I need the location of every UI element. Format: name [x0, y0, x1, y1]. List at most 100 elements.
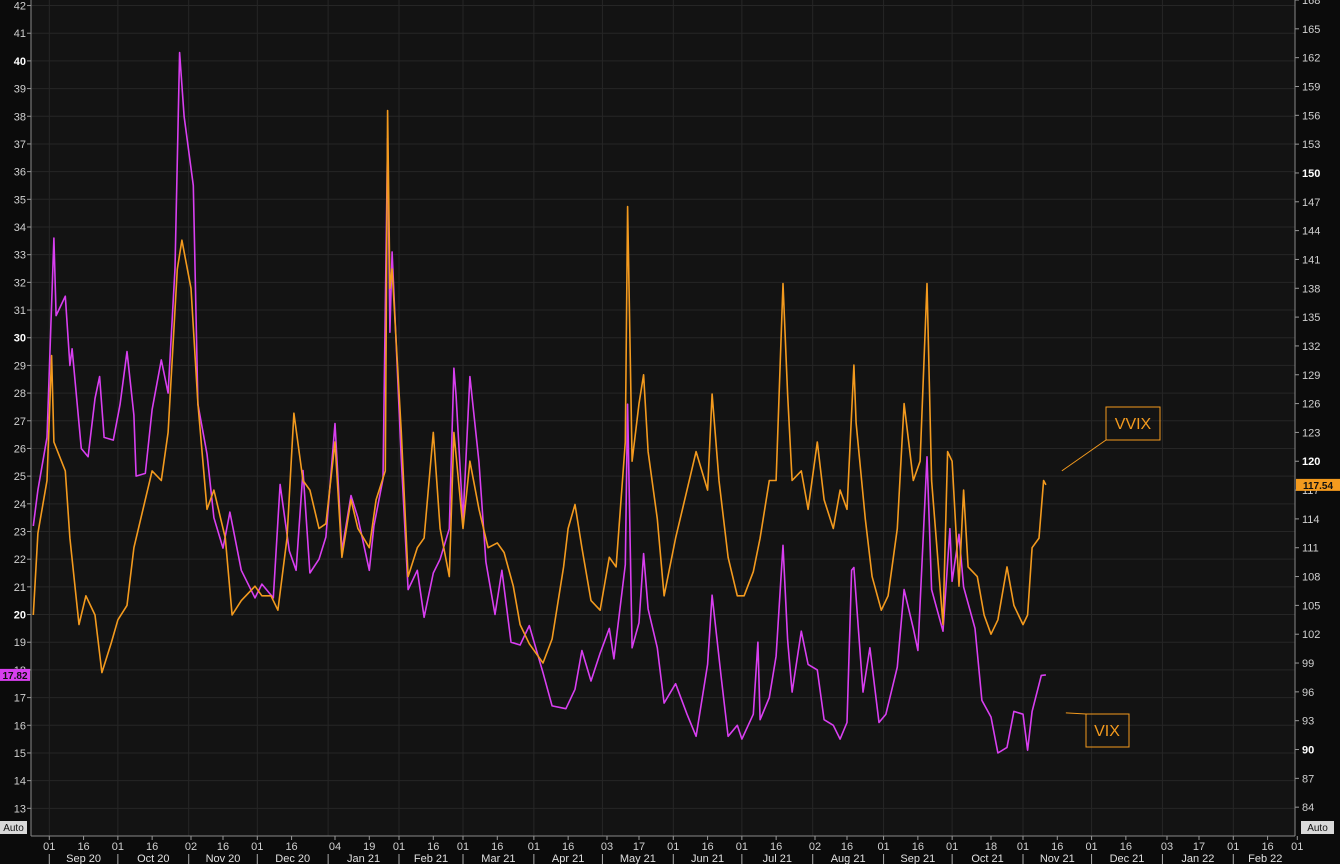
left-tick-label: 41 [14, 28, 26, 40]
right-tick-label: 150 [1302, 168, 1320, 180]
right-tick-label: 159 [1302, 81, 1320, 93]
x-tick-label: 02 [809, 841, 821, 853]
left-tick-label: 27 [14, 416, 26, 428]
month-label: Feb 21 [414, 853, 448, 864]
series-line-vix [32, 51, 1046, 754]
x-tick-label: 16 [1051, 841, 1063, 853]
right-tick-label: 114 [1302, 514, 1320, 526]
month-label: Dec 21 [1110, 853, 1145, 864]
x-tick-label: 16 [912, 841, 924, 853]
left-tick-label: 17 [14, 693, 26, 705]
left-tick-label: 39 [14, 84, 26, 96]
month-label: Feb 22 [1248, 853, 1282, 864]
right-tick-label: 93 [1302, 716, 1314, 728]
x-tick-label: 17 [1193, 841, 1205, 853]
left-tick-label: 32 [14, 277, 26, 289]
x-tick-label: 16 [562, 841, 574, 853]
x-tick-label: 16 [1120, 841, 1132, 853]
x-tick-label: 17 [633, 841, 645, 853]
right-tick-label: 126 [1302, 399, 1320, 411]
right-tick-label: 123 [1302, 427, 1320, 439]
x-tick-label: 01 [946, 841, 958, 853]
left-tick-label: 38 [14, 111, 26, 123]
month-label: Apr 21 [552, 853, 584, 864]
x-tick-label: 16 [701, 841, 713, 853]
right-tick-label: 165 [1302, 24, 1320, 36]
vix-callout-box [1085, 713, 1130, 748]
left-tick-label: 31 [14, 305, 26, 317]
right-tick-label: 168 [1302, 0, 1320, 7]
left-tick-label: 25 [14, 471, 26, 483]
x-tick-label: 16 [427, 841, 439, 853]
left-tick-label: 26 [14, 443, 26, 455]
right-tick-label: 87 [1302, 773, 1314, 785]
right-axis: 8487909396991021051081111141171201231261… [1294, 0, 1320, 836]
right-tick-label: 120 [1302, 456, 1320, 468]
x-tick-label: 01 [251, 841, 263, 853]
x-tick-label: 01 [528, 841, 540, 853]
month-label: Oct 21 [971, 853, 1003, 864]
x-tick-label: 01 [1017, 841, 1029, 853]
left-tick-label: 21 [14, 582, 26, 594]
vvix-callout-label: VVIX [1115, 416, 1152, 433]
grid-lines [31, 0, 1295, 836]
left-tick-label: 30 [14, 333, 26, 345]
right-tick-label: 162 [1302, 53, 1320, 65]
left-tick-label: 22 [14, 554, 26, 566]
x-tick-label: 18 [985, 841, 997, 853]
auto-scale-right-label: Auto [1307, 823, 1328, 834]
left-tick-label: 15 [14, 748, 26, 760]
right-tick-label: 99 [1302, 658, 1314, 670]
x-tick-label: 16 [77, 841, 89, 853]
right-tick-label: 156 [1302, 110, 1320, 122]
month-label: Jan 22 [1181, 853, 1214, 864]
month-label: Nov 21 [1040, 853, 1075, 864]
last-value-label-vvix: 117.54 [1303, 481, 1333, 492]
month-label: Nov 20 [206, 853, 241, 864]
left-tick-label: 29 [14, 360, 26, 372]
corner-labels[interactable]: Auto Auto [0, 821, 1334, 834]
x-tick-label: 01 [1085, 841, 1097, 853]
month-label: Oct 20 [137, 853, 169, 864]
vix-callout-leader [1065, 712, 1087, 715]
month-label: Aug 21 [831, 853, 866, 864]
right-tick-label: 129 [1302, 370, 1320, 382]
left-axis: 1314151617181920212223242526272829303132… [14, 0, 32, 836]
left-tick-label: 20 [14, 610, 26, 622]
x-tick-label: 16 [841, 841, 853, 853]
x-tick-label: 16 [217, 841, 229, 853]
right-tick-label: 153 [1302, 139, 1320, 151]
x-axis: 01 16 01 16 02 16 01 16 04 19 01 16 01 16 01 16 03 17 01 16… [31, 835, 1303, 864]
x-tick-label: 16 [285, 841, 297, 853]
right-tick-label: 84 [1302, 802, 1314, 814]
x-tick-label: 16 [491, 841, 503, 853]
x-tick-label: 03 [1161, 841, 1173, 853]
value-tags: 17.82 117.54 [0, 478, 1340, 682]
callouts: VVIX VIX [1061, 406, 1161, 748]
left-tick-label: 37 [14, 139, 26, 151]
month-label: Jul 21 [763, 853, 792, 864]
x-tick-label: 16 [146, 841, 158, 853]
auto-scale-left-button[interactable] [0, 821, 27, 834]
x-tick-label: 01 [667, 841, 679, 853]
right-tick-label: 135 [1302, 312, 1320, 324]
vvix-callout-leader [1061, 439, 1107, 472]
series-line-vvix [32, 109, 1047, 674]
right-tick-label: 108 [1302, 572, 1320, 584]
month-label: Jun 21 [691, 853, 724, 864]
x-tick-label: 01 [736, 841, 748, 853]
vix-callout-label: VIX [1094, 723, 1120, 740]
left-tick-label: 16 [14, 720, 26, 732]
x-tick-label: 01 [457, 841, 469, 853]
right-tick-label: 138 [1302, 283, 1320, 295]
left-tick-label: 13 [14, 803, 26, 815]
right-tick-label: 96 [1302, 687, 1314, 699]
left-tick-label: 33 [14, 250, 26, 262]
series-layer [32, 51, 1047, 754]
x-tick-label: 02 [185, 841, 197, 853]
left-tick-label: 24 [14, 499, 26, 511]
x-tick-label: 16 [1261, 841, 1273, 853]
auto-scale-right-button[interactable] [1301, 821, 1334, 834]
right-tick-label: 147 [1302, 197, 1320, 209]
